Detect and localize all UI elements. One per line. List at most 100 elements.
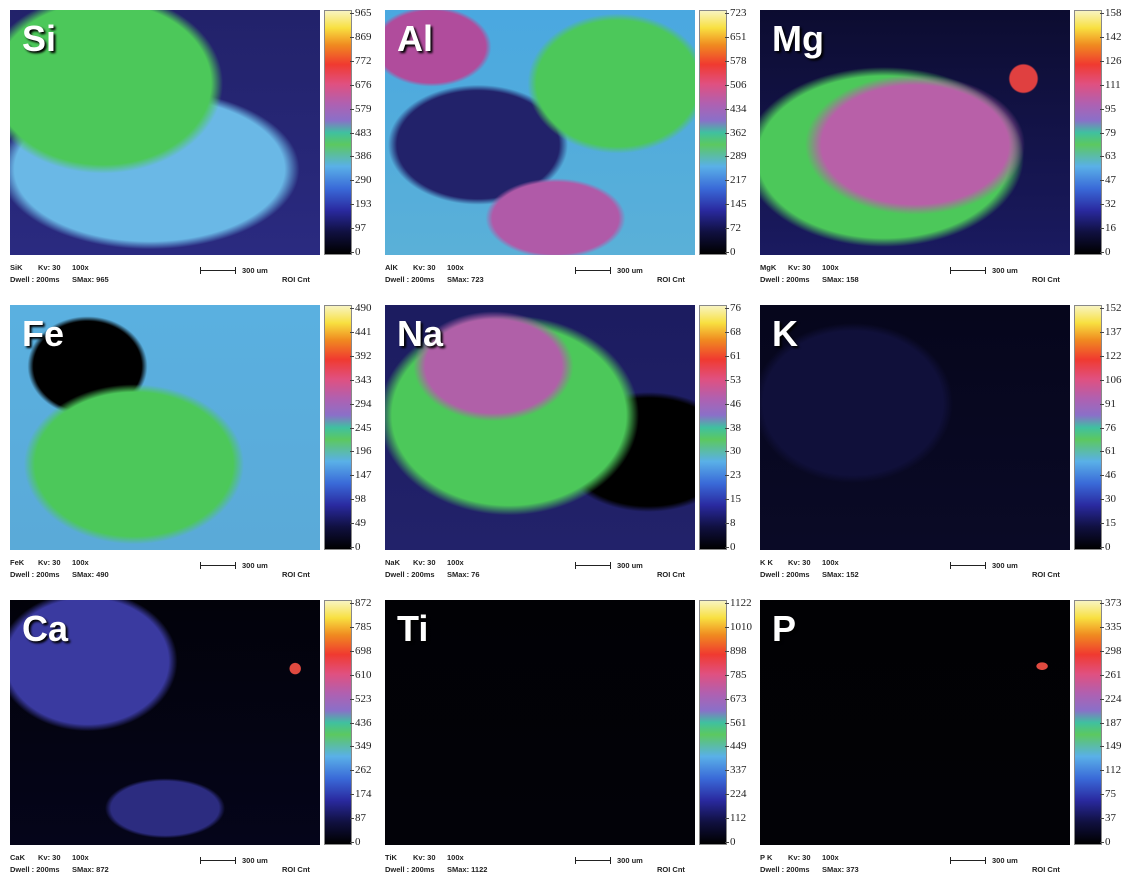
element-map: Fe [10, 305, 320, 550]
roi-label: ROI Cnt [282, 570, 310, 579]
tick-mark [350, 37, 354, 38]
color-bar-tick-label: 32 [1105, 198, 1116, 210]
color-bar-tick-label: 137 [1105, 326, 1122, 338]
element-label: Ti [397, 608, 428, 650]
tick-mark [725, 356, 729, 357]
color-bar-tick-label: 217 [730, 174, 747, 186]
signal-label: NaK [385, 558, 400, 567]
color-bar-tick-label: 0 [355, 246, 361, 258]
color-bar-tick-label: 97 [355, 222, 366, 234]
tick-mark [350, 770, 354, 771]
color-bar-tick-label: 147 [355, 469, 372, 481]
color-bar-tick-label: 224 [1105, 693, 1122, 705]
tick-mark [725, 499, 729, 500]
tick-mark [350, 228, 354, 229]
color-bar-tick-label: 15 [730, 493, 741, 505]
tick-mark [725, 547, 729, 548]
color-bar-tick-label: 149 [1105, 740, 1122, 752]
element-label: K [772, 313, 798, 355]
color-bar [699, 600, 727, 845]
element-map-panel: Ca872785698610523436349262174870CaKKv: 3… [10, 600, 380, 890]
color-bar-tick-label: 872 [355, 597, 372, 609]
color-bar-tick-label: 449 [730, 740, 747, 752]
color-bar-tick-label: 785 [355, 621, 372, 633]
color-bar [699, 10, 727, 255]
scale-label: 300 um [242, 856, 268, 865]
color-bar-tick-label: 869 [355, 31, 372, 43]
voltage-label: Kv: 30 [38, 558, 61, 567]
element-label: Na [397, 313, 443, 355]
tick-mark [725, 818, 729, 819]
magnification-label: 100x [72, 853, 89, 862]
tick-mark [1100, 428, 1104, 429]
color-bar-tick-label: 698 [355, 645, 372, 657]
color-bar-tick-label: 561 [730, 717, 747, 729]
color-bar-tick-label: 49 [355, 517, 366, 529]
color-bar-tick-label: 72 [730, 222, 741, 234]
element-label: Al [397, 18, 433, 60]
color-bar-tick-label: 16 [1105, 222, 1116, 234]
roi-label: ROI Cnt [1032, 570, 1060, 579]
color-bar-tick-label: 8 [730, 517, 736, 529]
tick-mark [350, 252, 354, 253]
color-bar-tick-label: 37 [1105, 812, 1116, 824]
tick-mark [725, 156, 729, 157]
color-bar-tick-label: 898 [730, 645, 747, 657]
tick-mark [350, 204, 354, 205]
magnification-label: 100x [822, 263, 839, 272]
color-bar [1074, 600, 1102, 845]
color-bar-tick-label: 46 [1105, 469, 1116, 481]
signal-label: P K [760, 853, 772, 862]
tick-mark [350, 180, 354, 181]
element-label: P [772, 608, 796, 650]
scale-bar [200, 860, 236, 861]
tick-mark [725, 252, 729, 253]
tick-mark [1100, 627, 1104, 628]
tick-mark [725, 675, 729, 676]
tick-mark [350, 451, 354, 452]
tick-mark [350, 13, 354, 14]
magnification-label: 100x [447, 263, 464, 272]
color-bar-tick-label: 386 [355, 150, 372, 162]
tick-mark [350, 723, 354, 724]
tick-mark [350, 499, 354, 500]
tick-mark [350, 651, 354, 652]
tick-mark [350, 404, 354, 405]
tick-mark [350, 818, 354, 819]
color-bar-tick-label: 337 [730, 764, 747, 776]
magnification-label: 100x [72, 558, 89, 567]
magnification-label: 100x [447, 853, 464, 862]
tick-mark [725, 770, 729, 771]
dwell-label: Dwell : 200ms [385, 570, 435, 579]
color-bar-tick-label: 61 [730, 350, 741, 362]
color-bar-tick-label: 651 [730, 31, 747, 43]
signal-label: FeK [10, 558, 24, 567]
element-label: Ca [22, 608, 68, 650]
element-label: Si [22, 18, 56, 60]
scale-bar [575, 565, 611, 566]
scale-label: 300 um [617, 856, 643, 865]
color-bar-tick-label: 392 [355, 350, 372, 362]
tick-mark [350, 794, 354, 795]
tick-mark [725, 180, 729, 181]
color-bar-tick-label: 95 [1105, 103, 1116, 115]
tick-mark [1100, 37, 1104, 38]
element-map: Ca [10, 600, 320, 845]
color-bar-tick-label: 343 [355, 374, 372, 386]
color-bar-tick-label: 676 [355, 79, 372, 91]
roi-label: ROI Cnt [1032, 275, 1060, 284]
color-bar-tick-label: 224 [730, 788, 747, 800]
dwell-label: Dwell : 200ms [760, 275, 810, 284]
tick-mark [350, 332, 354, 333]
scale-bar [200, 270, 236, 271]
tick-mark [1100, 499, 1104, 500]
signal-label: CaK [10, 853, 25, 862]
tick-mark [350, 842, 354, 843]
tick-mark [725, 523, 729, 524]
tick-mark [350, 109, 354, 110]
tick-mark [725, 842, 729, 843]
tick-mark [725, 13, 729, 14]
